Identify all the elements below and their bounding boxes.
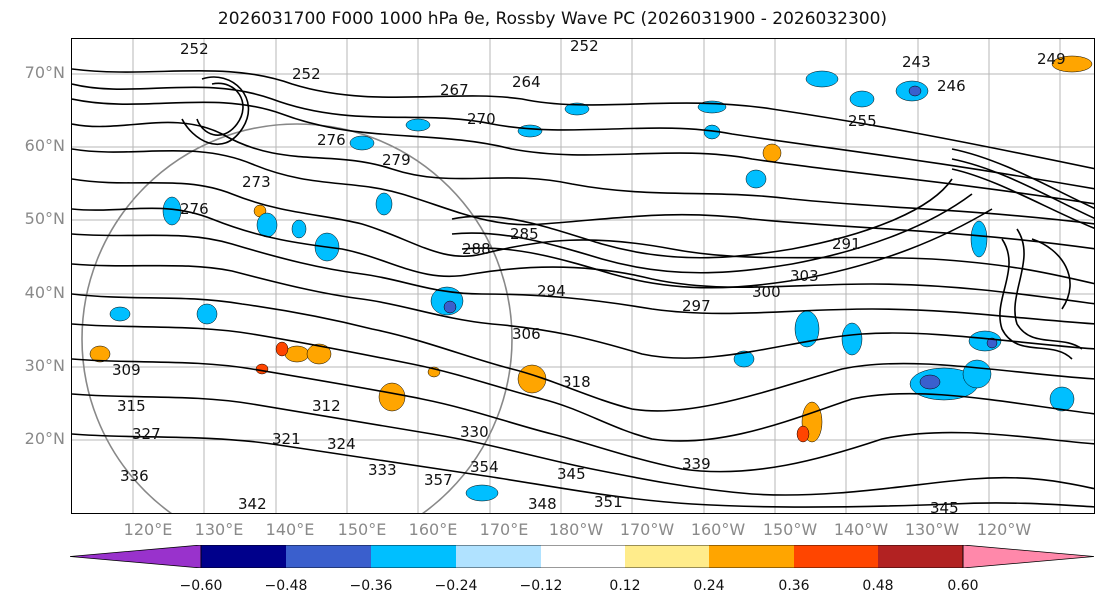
- contour-label: 303: [790, 267, 819, 285]
- contour-label: 357: [424, 471, 453, 489]
- lat-label-70n: 70°N: [24, 63, 65, 82]
- lat-label-40n: 40°N: [24, 283, 65, 302]
- contour-label: 354: [470, 458, 499, 476]
- lon-label-130w: 130°W: [904, 520, 960, 539]
- lon-label-150e: 150°E: [337, 520, 387, 539]
- lon-label-150w: 150°W: [762, 520, 818, 539]
- contour-label: 255: [848, 112, 877, 130]
- contour-label: 342: [238, 495, 267, 513]
- lon-label-180w: 180°W: [548, 520, 604, 539]
- colorbar-tick: 0.60: [947, 578, 979, 594]
- contour-label: 327: [132, 425, 161, 443]
- contour-label: 306: [512, 325, 541, 343]
- contour-label: 294: [537, 282, 566, 300]
- lat-label-30n: 30°N: [24, 356, 65, 375]
- colorbar-tick: −0.60: [179, 578, 223, 594]
- map-canvas: 252 252 252 243 249 246 264 267 270 255 …: [72, 39, 1094, 514]
- contour-label: 246: [937, 77, 966, 95]
- contour-label: 273: [242, 173, 271, 191]
- contour-label: 312: [312, 397, 341, 415]
- lat-label-50n: 50°N: [24, 209, 65, 228]
- colorbar-tick: 0.48: [862, 578, 894, 594]
- colorbar-tick: 0.12: [609, 578, 641, 594]
- contour-label: 279: [382, 151, 411, 169]
- lon-label-120w: 120°W: [976, 520, 1032, 539]
- contour-label: 351: [594, 493, 623, 511]
- contour-label: 276: [180, 200, 209, 218]
- colorbar-segment: [709, 545, 794, 568]
- contour-label: 285: [510, 225, 539, 243]
- contour-label: 345: [930, 499, 959, 514]
- lon-label-140w: 140°W: [833, 520, 889, 539]
- lon-label-120e: 120°E: [123, 520, 173, 539]
- colorbar-segment: [456, 545, 541, 568]
- theta-e-contours: [72, 68, 1094, 508]
- lon-label-170e: 170°E: [479, 520, 529, 539]
- lon-label-160e: 160°E: [408, 520, 458, 539]
- contour-label-group: 252 252 252 243 249 246 264 267 270 255 …: [112, 39, 1066, 514]
- colorbar-extend-low: [70, 545, 202, 568]
- colorbar-segment: [286, 545, 371, 568]
- contour-label: 291: [832, 235, 861, 253]
- colorbar: [70, 545, 1094, 568]
- contour-label: 252: [180, 40, 209, 58]
- contour-label: 297: [682, 297, 711, 315]
- contour-label: 348: [528, 495, 557, 513]
- contour-label: 336: [120, 467, 149, 485]
- contour-label: 309: [112, 361, 141, 379]
- colorbar-tick: −0.48: [264, 578, 308, 594]
- colorbar-segment: [878, 545, 963, 568]
- contour-label: 270: [467, 110, 496, 128]
- contour-label: 333: [368, 461, 397, 479]
- lat-label-20n: 20°N: [24, 429, 65, 448]
- contour-label: 249: [1037, 50, 1066, 68]
- colorbar-segment: [541, 545, 625, 568]
- lon-label-170w: 170°W: [619, 520, 675, 539]
- lat-label-60n: 60°N: [24, 136, 65, 155]
- chart-title: 2026031700 F000 1000 hPa θe, Rossby Wave…: [217, 9, 888, 29]
- lon-label-160w: 160°W: [690, 520, 746, 539]
- colorbar-segment: [371, 545, 456, 568]
- colorbar-tick: −0.36: [349, 578, 393, 594]
- colorbar-segment: [201, 545, 286, 568]
- colorbar-segment: [794, 545, 878, 568]
- contour-label: 264: [512, 73, 541, 91]
- contour-label: 315: [117, 397, 146, 415]
- colorbar-tick: −0.24: [434, 578, 478, 594]
- contour-label: 252: [570, 39, 599, 55]
- contour-label: 252: [292, 65, 321, 83]
- contour-label: 321: [272, 430, 301, 448]
- contour-label: 267: [440, 81, 469, 99]
- contour-label: 243: [902, 53, 931, 71]
- colorbar-tick: 0.36: [778, 578, 810, 594]
- negative-anomaly-patches: [109, 70, 1075, 502]
- contour-label: 318: [562, 373, 591, 391]
- lon-label-140e: 140°E: [265, 520, 315, 539]
- contour-label: 324: [327, 435, 356, 453]
- reference-circle: [81, 123, 513, 513]
- contour-label: 345: [557, 465, 586, 483]
- contour-label: 330: [460, 423, 489, 441]
- lon-label-130e: 130°E: [194, 520, 244, 539]
- colorbar-extend-high: [962, 545, 1094, 568]
- contour-label: 288: [462, 240, 491, 258]
- contour-label: 339: [682, 455, 711, 473]
- colorbar-tick: 0.24: [693, 578, 725, 594]
- colorbar-segment: [625, 545, 709, 568]
- colorbar-tick: −0.12: [519, 578, 563, 594]
- contour-label: 300: [752, 283, 781, 301]
- contour-label: 276: [317, 131, 346, 149]
- map-panel: 252 252 252 243 249 246 264 267 270 255 …: [71, 38, 1095, 514]
